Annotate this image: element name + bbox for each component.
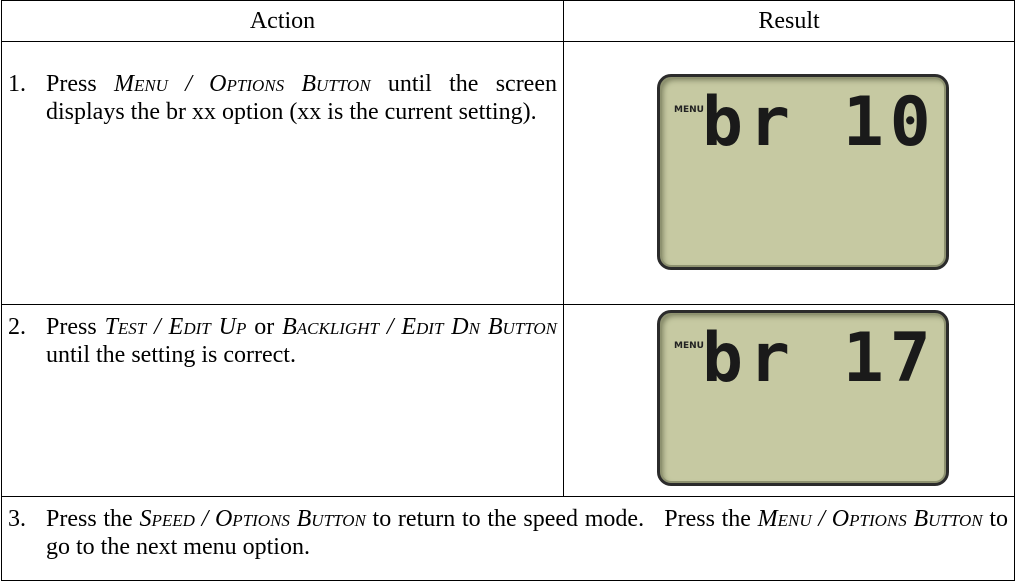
step-row: 1. Press Menu / Options Button until the … [1, 41, 1015, 305]
step-number: 2. [8, 314, 26, 340]
header-row: Action Result [1, 0, 1015, 42]
result-cell: MENU br 10 [563, 41, 1015, 305]
action-cell: 3. Press the Speed / Options Button to re… [1, 496, 1015, 581]
step-number: 1. [8, 71, 26, 97]
step: 2. Press Test / Edit Up or Backlight / Ed… [2, 305, 563, 369]
step-row: 3. Press the Speed / Options Button to re… [1, 496, 1015, 581]
action-cell: 1. Press Menu / Options Button until the … [1, 41, 564, 305]
header-cell: Result [563, 0, 1015, 42]
step-row: 2. Press Test / Edit Up or Backlight / Ed… [1, 304, 1015, 497]
button-name: Menu / Options Button [113, 71, 371, 97]
text-run: Press [46, 314, 105, 340]
step: 3. Press the Speed / Options Button to re… [2, 497, 1014, 561]
lcd-display: MENU br 10 [657, 74, 949, 270]
lcd-display: MENU br 17 [657, 310, 949, 486]
text-run: until the setting is correct. [46, 314, 564, 368]
step-text: Press Menu / Options Button until the sc… [46, 70, 557, 126]
header-cell: Action [1, 0, 564, 42]
lcd-label: MENU [674, 105, 704, 115]
lcd-reading: br 17 [702, 319, 937, 398]
text-run: or [246, 314, 283, 340]
text-run: Press the [46, 506, 140, 532]
lcd-reading: br 10 [702, 83, 937, 162]
step-number: 3. [8, 506, 26, 532]
lcd-label: MENU [674, 341, 704, 351]
text-run: to go to the next menu option. [46, 506, 1014, 560]
text-run: Press [46, 71, 114, 97]
step: 1. Press Menu / Options Button until the … [2, 42, 563, 126]
button-name: Speed / Options Button [139, 506, 366, 532]
button-name: Test / Edit Up [104, 314, 247, 340]
button-name: Menu / Options Button [757, 506, 983, 532]
button-name: Backlight / Edit Dn Button [282, 314, 558, 340]
step-text: Press the Speed / Options Button to retu… [46, 505, 1008, 561]
text-run: to return to the speed mode. Press the [365, 506, 758, 532]
result-cell: MENU br 17 [563, 304, 1015, 497]
action-cell: 2. Press Test / Edit Up or Backlight / Ed… [1, 304, 564, 497]
text-run: until the screen displays the br xx opti… [46, 71, 563, 125]
step-text: Press Test / Edit Up or Backlight / Edit… [46, 313, 557, 369]
